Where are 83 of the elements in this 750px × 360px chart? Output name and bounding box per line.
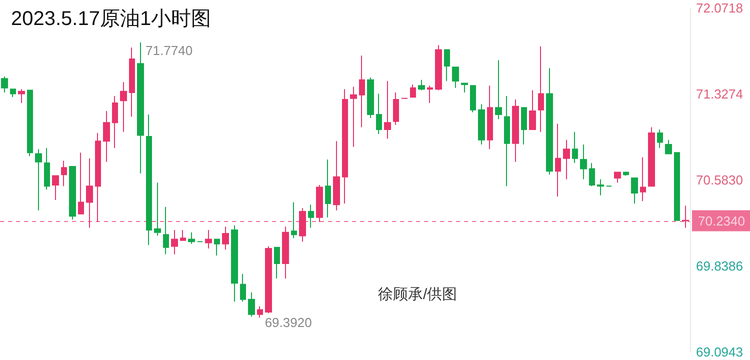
candlestick (103, 110, 110, 162)
candlestick (665, 139, 672, 154)
y-tick-label: 69.8386 (696, 258, 743, 274)
candlestick (529, 90, 536, 130)
candlestick (640, 156, 646, 202)
candlestick (674, 152, 680, 221)
candlestick (10, 88, 16, 98)
candlestick (18, 88, 25, 104)
candlestick (359, 55, 365, 128)
candlestick (146, 114, 152, 246)
candlestick (274, 246, 280, 280)
candlestick (631, 178, 638, 204)
candlestick (657, 129, 663, 149)
y-tick-label: 70.5830 (696, 172, 743, 188)
candlestick (154, 182, 161, 236)
chart-title: 2023.5.17原油1小时图 (11, 8, 212, 30)
candlestick (393, 92, 399, 126)
candlestick (308, 204, 314, 228)
candlestick (418, 79, 425, 91)
candlestick (538, 46, 544, 132)
candlestick (444, 49, 450, 82)
candlestick (205, 230, 212, 250)
candlestick (69, 166, 76, 220)
candlestick (333, 140, 340, 211)
candlestick (222, 226, 229, 250)
candlestick (44, 148, 50, 190)
candlestick (623, 172, 629, 176)
candlestick (512, 98, 519, 162)
candlestick (129, 46, 135, 118)
candlestick (248, 292, 255, 318)
candlestick (52, 175, 59, 200)
candlestick (546, 68, 553, 176)
candlestick (504, 96, 510, 187)
candlestick (461, 82, 468, 94)
candlestick (555, 123, 561, 198)
candlestick (120, 82, 127, 132)
candlestick (435, 44, 442, 91)
candlestick (171, 230, 178, 255)
candlestick (240, 273, 246, 302)
candlestick (137, 42, 144, 174)
candlestick (384, 80, 391, 140)
candlestick (487, 85, 493, 150)
candlestick (265, 246, 272, 314)
y-tick-label: 71.3274 (696, 86, 743, 102)
candlestick (188, 232, 195, 244)
candlestick (521, 107, 527, 146)
candlestick (427, 85, 433, 104)
annotation: 71.7740 (146, 42, 193, 58)
candlestick (35, 148, 42, 211)
candlestick (478, 104, 485, 146)
candlestick (61, 160, 67, 187)
candlestick (78, 152, 84, 214)
ref-line-label: 70.2340 (698, 213, 745, 228)
candlestick (325, 159, 331, 218)
candlestick (27, 90, 33, 157)
candlestick (350, 86, 357, 148)
y-tick-label: 69.0943 (696, 344, 743, 360)
y-tick-label: 72.0718 (696, 0, 743, 16)
candlestick (470, 85, 476, 113)
candlestick (231, 224, 238, 302)
candlestick (410, 84, 416, 98)
candlestick (597, 178, 604, 196)
candlestick (1, 76, 8, 94)
candlestick (614, 172, 621, 184)
candlestick (580, 144, 587, 180)
candlestick (572, 131, 578, 164)
candlestick (367, 77, 374, 118)
candlestick (257, 306, 263, 318)
candlestick (495, 60, 502, 120)
candlestick (214, 238, 220, 256)
candlestick (342, 88, 348, 204)
candlestick (291, 202, 297, 239)
candlestick (376, 93, 382, 135)
candlestick (112, 96, 118, 149)
candlestick (563, 139, 570, 180)
candlestick (589, 162, 595, 187)
candlestick (648, 126, 655, 187)
candlestick (452, 66, 459, 88)
candlestick (163, 206, 169, 255)
candlestick (282, 226, 289, 280)
annotation: 69.3920 (264, 315, 312, 330)
annotation: 徐顾承/供图 (378, 286, 458, 303)
candlestick (180, 230, 186, 241)
